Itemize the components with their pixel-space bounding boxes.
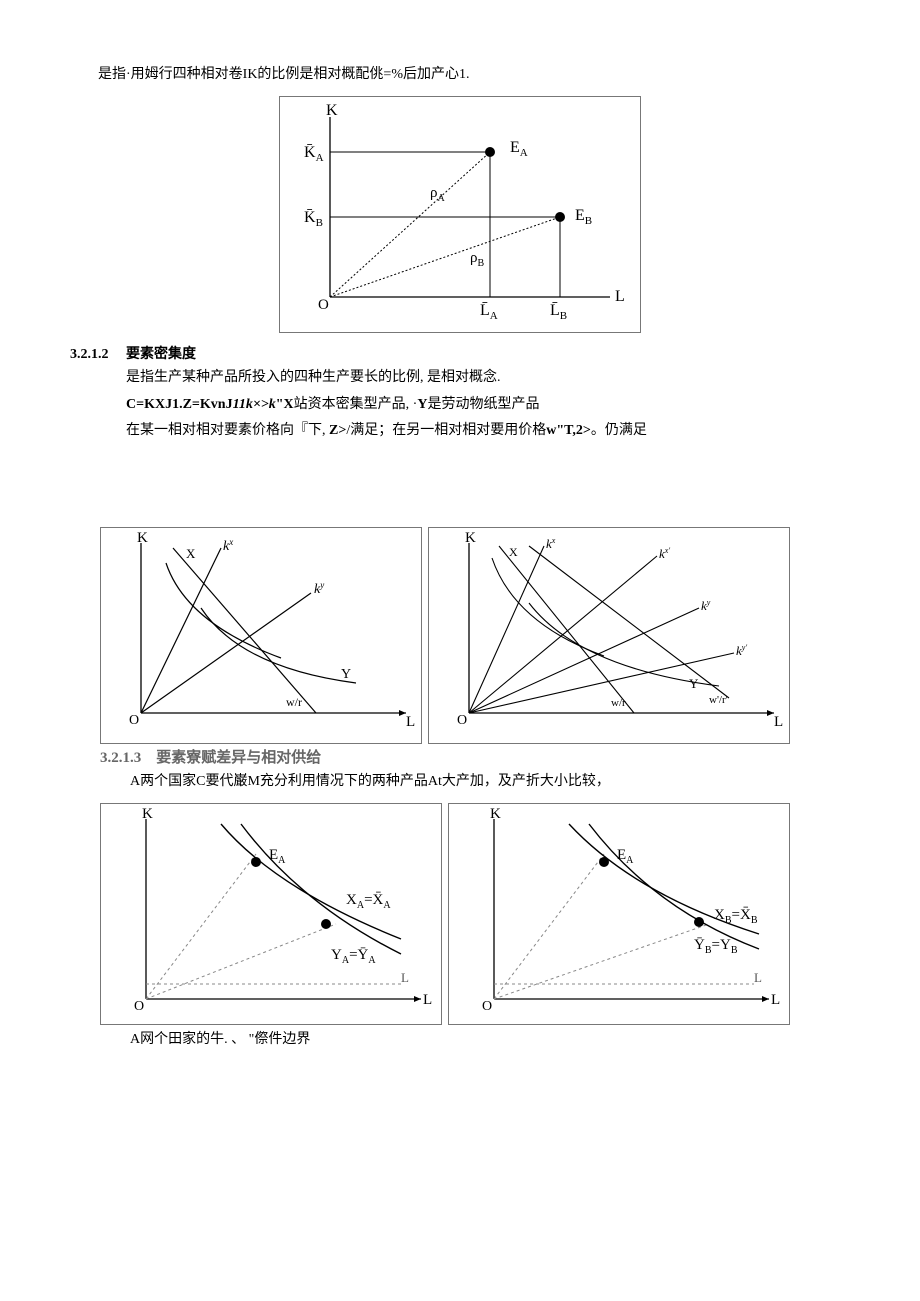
intro-paragraph: 是指·用姆行四种相对卷IK的比例是相对概配佻=%后加产心1. <box>70 64 850 86</box>
fig4-K: K <box>142 806 153 822</box>
p-3212-1: 是指生产某种产品所投入的四种生产要长的比例, 是相对概念. <box>98 367 850 389</box>
fig3-K: K <box>465 530 476 546</box>
figure-1-box: K L O EA EB K̄A K̄B L̄A L̄B ρA ρB <box>279 96 641 333</box>
fig3-L: L <box>774 714 783 730</box>
p-3212-2: C=KXJ1.Z=KvnJ11k×>k"X站资本密集型产品, ·Y是劳动物纸型产… <box>98 394 850 416</box>
fig3-wr2: w'/r' <box>709 694 728 706</box>
fig2-ky: ky <box>314 580 324 597</box>
figure-2-svg: K L O kx ky w/r X Y <box>101 528 421 738</box>
fig2-Y: Y <box>341 667 351 682</box>
fig5-YB: ȲB=YB <box>694 937 738 956</box>
figure-2-box: K L O kx ky w/r X Y <box>100 527 422 744</box>
fig1-KB: K̄B <box>304 209 323 229</box>
fig3-kx: kx <box>546 536 556 551</box>
fig5-L: L <box>771 992 780 1008</box>
fig5-Linner: L <box>754 970 762 985</box>
fig1-rhoA: ρA <box>430 185 446 204</box>
p-last: A网个田家的牛. 、 "傺件边界 <box>70 1029 850 1051</box>
fig4-YA: YA=ȲA <box>331 947 376 966</box>
fig5-XB: XB=X̄B <box>714 907 758 926</box>
fig2-wr: w/r <box>286 695 302 709</box>
fig1-KA: K̄A <box>304 144 324 164</box>
fig5-K: K <box>490 806 501 822</box>
fig3-O: O <box>457 713 467 728</box>
fig2-kx: kx <box>223 537 233 554</box>
fig2-O: O <box>129 713 139 728</box>
fig1-EB: EB <box>575 207 592 227</box>
fig2-K: K <box>137 530 148 546</box>
figure-4-box: K L O L EA XA=X̄A YA=ȲA <box>100 803 442 1025</box>
fig1-rhoB: ρB <box>470 250 485 269</box>
fig5-EA: EA <box>617 847 634 866</box>
fig3-ky: ky <box>701 598 711 613</box>
fig4-XA: XA=X̄A <box>346 892 391 911</box>
fig4-EA: EA <box>269 847 286 866</box>
fig1-O: O <box>318 297 329 313</box>
heading-3212-num: 3.2.1.2 <box>70 347 109 362</box>
fig4-L: L <box>423 992 432 1008</box>
fig3-wr: w/r <box>611 697 626 709</box>
fig5-O: O <box>482 999 492 1014</box>
heading-3213: 3.2.1.3 要素寮赋差异与相对供给 <box>100 746 850 767</box>
fig1-K: K <box>326 102 338 119</box>
fig1-LB: L̄B <box>550 302 567 322</box>
figure-4-svg: K L O L EA XA=X̄A YA=ȲA <box>101 804 441 1019</box>
heading-3212-title: 要素密集度 <box>126 347 196 362</box>
fig2-Xlabel: X <box>186 546 196 561</box>
figure-3-svg: K L O kx kx' ky ky' w/r w'/r' X Y <box>429 528 789 738</box>
fig4-O: O <box>134 999 144 1014</box>
fig4-Linner: L <box>401 970 409 985</box>
p-3213-1: A两个国家C要代巌M充分利用情况下的两种产品At大产加，及产折大小比较， <box>70 771 850 793</box>
figure-3-box: K L O kx kx' ky ky' w/r w'/r' X Y <box>428 527 790 744</box>
figure-1-container: K L O EA EB K̄A K̄B L̄A L̄B ρA ρB <box>70 96 850 333</box>
figure-row-3: K L O L EA XA=X̄A YA=ȲA K <box>100 803 850 1025</box>
fig2-L: L <box>406 714 415 730</box>
figure-5-box: K L O L EA XB=X̄B ȲB=YB <box>448 803 790 1025</box>
fig3-Y: Y <box>689 676 699 691</box>
heading-3212: 3.2.1.2 要素密集度 <box>70 343 850 363</box>
fig1-EA: EA <box>510 139 528 159</box>
fig3-kx2: kx' <box>659 546 670 561</box>
fig1-L: L <box>615 288 625 305</box>
figure-row-2: K L O kx ky w/r X Y K L O <box>100 527 850 744</box>
fig1-LA: L̄A <box>480 302 498 322</box>
figure-1-svg: K L O EA EB K̄A K̄B L̄A L̄B ρA ρB <box>280 97 640 327</box>
p-3212-3: 在某一相对相对要素价格向『下, Z>/满足；在另一相对相对要用价格w"T,2>。… <box>98 420 850 442</box>
figure-5-svg: K L O L EA XB=X̄B ȲB=YB <box>449 804 789 1019</box>
fig3-ky2: ky' <box>736 643 747 658</box>
fig3-Xlabel: X <box>509 545 518 559</box>
